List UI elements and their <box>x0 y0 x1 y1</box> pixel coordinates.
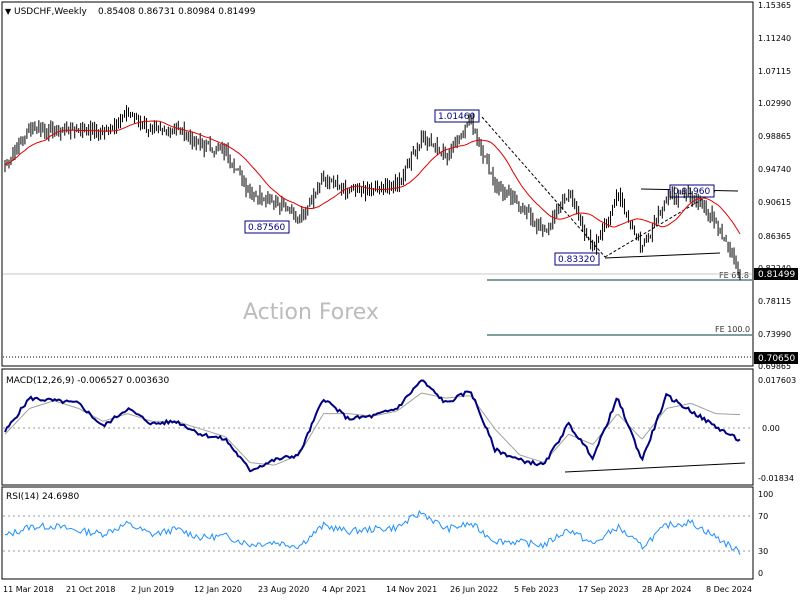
trendline-bottom-to-swing <box>604 190 717 258</box>
ohlc-label: 0.85408 0.86731 0.80984 0.81499 <box>98 7 256 17</box>
rsi-tick-label: 100 <box>758 490 773 499</box>
price-tick-label: 0.78115 <box>758 297 791 306</box>
macd-tick-label: 0.017603 <box>758 376 796 385</box>
moving-average-line <box>4 120 741 235</box>
x-tick-label: 2 Jun 2019 <box>131 585 174 594</box>
price-tick-label: 0.98865 <box>758 132 791 141</box>
x-tick-label: 4 Apr 2021 <box>322 585 366 594</box>
price-tick-label: 1.02990 <box>758 99 791 108</box>
last-price-badge: 0.81499 <box>754 268 798 280</box>
rsi-tick-label: 70 <box>758 512 768 521</box>
fe-61-8-label: FE 61.8 <box>719 271 749 280</box>
series-layer <box>4 105 741 556</box>
level-marker-badge: 0.70650 <box>754 352 798 364</box>
callout-high-1-01460: 1.01460 <box>434 109 480 123</box>
price-y-axis: 1.15365 1.11240 1.07115 1.02990 0.98865 … <box>758 1 791 371</box>
price-tick-label: 0.90615 <box>758 198 791 207</box>
svg-text:0.87560: 0.87560 <box>248 223 285 233</box>
dropdown-arrow-icon[interactable]: ▼ <box>5 7 12 16</box>
callout-low-0-83320: 0.83320 <box>554 252 600 266</box>
watermark: Action Forex <box>243 300 379 325</box>
x-tick-label: 5 Feb 2023 <box>514 585 559 594</box>
macd-tick-label: 0.00 <box>762 424 780 433</box>
symbol-label: USDCHF,Weekly <box>14 7 87 17</box>
price-tick-label: 1.15365 <box>758 1 791 10</box>
fe-100-label: FE 100.0 <box>715 325 750 334</box>
macd-divergence-line <box>564 462 746 473</box>
rsi-line <box>4 509 741 556</box>
x-tick-label: 21 Oct 2018 <box>66 585 115 594</box>
macd-line <box>4 379 741 473</box>
price-tick-label: 0.73990 <box>758 330 791 339</box>
rsi-tick-label: 30 <box>758 547 768 556</box>
svg-text:0.83320: 0.83320 <box>558 255 595 265</box>
rsi-y-axis: 100 70 30 0 <box>758 490 773 578</box>
price-tick-label: 0.94740 <box>758 165 791 174</box>
x-tick-label: 23 Aug 2020 <box>258 585 309 594</box>
macd-label: MACD(12,26,9) -0.006527 0.003630 <box>6 376 169 386</box>
x-tick-label: 17 Sep 2023 <box>578 585 629 594</box>
macd-tick-label: -0.01834 <box>758 474 794 483</box>
rsi-panel-frame <box>1 486 754 580</box>
macd-panel-frame <box>1 368 754 486</box>
x-tick-label: 11 Mar 2018 <box>3 585 54 594</box>
svg-text:0.70650: 0.70650 <box>758 354 795 364</box>
x-tick-label: 26 Jun 2022 <box>450 585 498 594</box>
x-axis: 11 Mar 2018 21 Oct 2018 2 Jun 2019 12 Ja… <box>3 585 752 594</box>
callout-low-0-87560: 0.87560 <box>244 220 290 234</box>
svg-text:0.81499: 0.81499 <box>758 270 795 280</box>
trendline-bottom-horizontal <box>604 252 721 259</box>
macd-y-axis: 0.017603 0.00 -0.01834 <box>758 376 796 483</box>
x-tick-label: 14 Nov 2021 <box>386 585 437 594</box>
rsi-tick-label: 0 <box>758 569 763 578</box>
x-tick-label: 8 Dec 2024 <box>706 585 752 594</box>
rsi-label: RSI(14) 24.6980 <box>6 492 79 502</box>
x-tick-label: 12 Jan 2020 <box>194 585 242 594</box>
svg-text:1.01460: 1.01460 <box>438 112 475 122</box>
price-tick-label: 1.07115 <box>758 67 791 76</box>
price-tick-label: 1.11240 <box>758 34 791 43</box>
price-panel-frame <box>1 1 754 367</box>
x-tick-label: 28 Apr 2024 <box>642 585 691 594</box>
price-tick-label: 0.86365 <box>758 232 791 241</box>
price-tick-label: 0.69865 <box>758 362 791 371</box>
